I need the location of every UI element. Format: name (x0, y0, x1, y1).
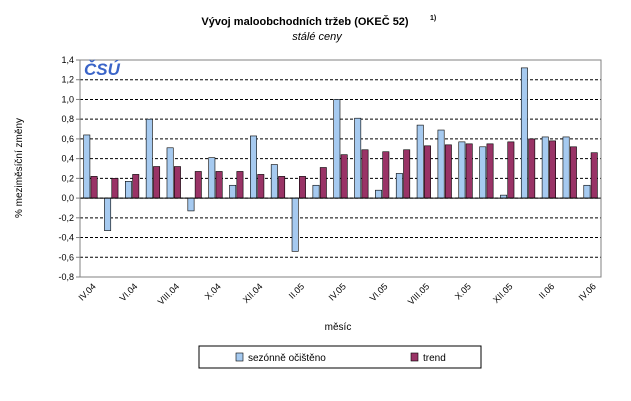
bar-trend (465, 143, 473, 199)
bar-trend (424, 145, 431, 199)
x-tick-label: II.06 (537, 281, 556, 300)
legend-swatch-seasonal (235, 352, 244, 362)
bar-trend (111, 178, 119, 199)
bar-seasonal (250, 135, 257, 199)
y-tick-label: 0,2 (61, 173, 74, 183)
bar-seasonal (520, 67, 528, 199)
bar-trend (319, 167, 327, 199)
legend-box (198, 345, 482, 369)
bar-trend (194, 171, 202, 199)
y-tick-label: 0,6 (61, 134, 74, 144)
bar-seasonal (583, 184, 591, 199)
y-tick-label: 1,0 (61, 94, 74, 104)
x-tick-label: IV.05 (327, 281, 348, 302)
legend: sezónně očištěno trend (198, 345, 482, 369)
bar-trend (299, 176, 306, 199)
x-tick-label: VI.04 (118, 281, 140, 303)
bar-trend (173, 166, 181, 199)
y-tick-label: -0,2 (58, 213, 74, 223)
bar-seasonal (312, 184, 320, 199)
bar-seasonal (229, 184, 237, 199)
bar-trend (444, 144, 452, 199)
x-tick-label: X.04 (203, 281, 223, 301)
x-tick-label: IV.06 (577, 281, 598, 302)
x-tick-label: II.05 (287, 281, 306, 300)
y-axis-label: % meziměsíční změny (14, 118, 25, 218)
x-tick-label: IV.04 (76, 281, 97, 302)
y-tick-label: 1,2 (61, 75, 74, 85)
x-tick-labels: IV.04 VI.04 VIII.04 X.04 XII.04 II.05 IV.05 VI.… (76, 281, 598, 306)
bar-trend (340, 154, 348, 199)
bar-seasonal (333, 99, 341, 199)
bar-trend (361, 149, 369, 199)
legend-label-trend: trend (423, 353, 446, 364)
bar-trend (236, 171, 244, 199)
x-axis-label: měsíc (325, 322, 352, 333)
x-tick-label: XII.04 (241, 281, 265, 305)
bar-seasonal (187, 197, 195, 212)
y-tick-label: -0,4 (58, 233, 74, 243)
bar-trend (486, 143, 494, 199)
bar-trend (257, 174, 265, 199)
y-tick-label: -0,8 (58, 272, 74, 282)
bar-trend (132, 174, 140, 199)
bar-seasonal (166, 147, 174, 199)
bar-seasonal (270, 164, 278, 199)
y-tick-labels: 1,4 1,2 1,0 0,8 0,6 0,4 0,2 0,0 -0,2 -0,4 -0,6 -0,8 (58, 55, 74, 282)
bar-trend (569, 146, 577, 199)
bar-seasonal (83, 134, 91, 199)
x-tick-label: VIII.05 (406, 281, 431, 306)
bar-seasonal (458, 141, 466, 199)
bar-trend (90, 176, 98, 199)
y-tick-label: 0,4 (61, 154, 74, 164)
bar-seasonal (354, 117, 362, 199)
plot-frame (79, 59, 602, 278)
bar-seasonal (562, 136, 570, 199)
x-tick-label: VIII.04 (156, 281, 181, 306)
x-tick-label: VI.05 (368, 281, 390, 303)
chart-title-superscript: 1) (430, 15, 436, 22)
bar-trend (590, 152, 598, 199)
bar-seasonal (291, 197, 299, 252)
bar-seasonal (395, 173, 403, 199)
chart-subtitle: stálé ceny (292, 31, 343, 43)
bar-seasonal (125, 181, 132, 199)
bar-trend (382, 151, 390, 199)
x-tick-label: X.05 (453, 281, 473, 301)
bar-trend (549, 140, 557, 199)
csu-logo: ČSÚ (84, 60, 121, 79)
bar-trend (278, 176, 286, 199)
bar-seasonal (416, 124, 424, 199)
y-tick-label: 1,4 (61, 55, 74, 65)
legend-label-seasonal: sezónně očištěno (248, 353, 326, 364)
bar-seasonal (437, 129, 445, 199)
bar-seasonal (375, 189, 382, 199)
bars (80, 67, 601, 252)
bar-trend (403, 149, 411, 199)
bar-seasonal (145, 118, 153, 199)
bar-trend (507, 141, 515, 199)
y-tick-label: -0,6 (58, 252, 74, 262)
bar-seasonal (541, 136, 549, 199)
x-tick-label: XII.05 (491, 281, 515, 305)
y-tick-label: 0,8 (61, 114, 74, 124)
bar-trend (153, 166, 161, 199)
chart-title: Vývoj maloobchodních tržeb (OKEČ 52) (201, 15, 409, 28)
legend-swatch-trend (410, 352, 419, 362)
y-tick-label: 0,0 (61, 193, 74, 203)
bar-trend (528, 138, 536, 199)
bar-seasonal (104, 197, 112, 231)
bar-seasonal (479, 146, 487, 199)
bar-trend (215, 171, 223, 199)
bar-seasonal (208, 157, 216, 199)
